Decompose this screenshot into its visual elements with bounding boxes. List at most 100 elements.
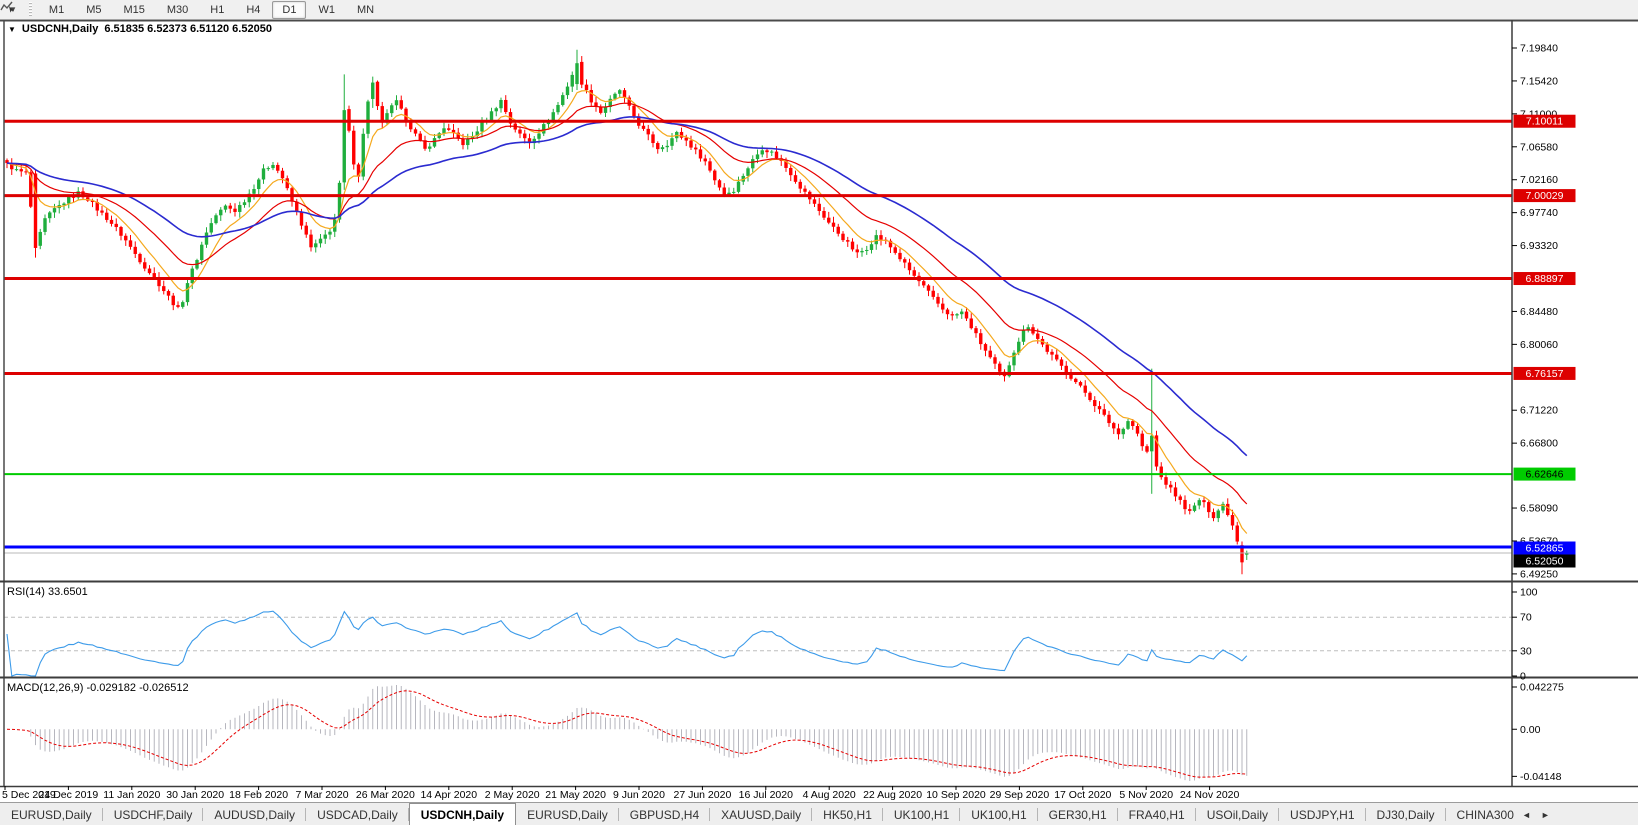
candle-body	[428, 146, 432, 149]
candle-body	[1140, 433, 1144, 447]
candle-body	[765, 150, 769, 153]
date-label: 4 Aug 2020	[803, 789, 856, 801]
chart-tab-UK100-H1[interactable]: UK100,H1	[883, 803, 961, 825]
candle-body	[447, 128, 451, 130]
candle-body	[352, 130, 356, 165]
candle-body	[599, 106, 603, 113]
candle-body	[703, 158, 707, 162]
candle-body	[936, 296, 940, 304]
chart-tab-CHINA300-H1[interactable]: CHINA300,H1	[1446, 803, 1515, 825]
timeframe-button-H4[interactable]: H4	[246, 3, 261, 16]
candle-body	[43, 218, 47, 232]
chart-tab-EURUSD-Daily[interactable]: EURUSD,Daily	[0, 803, 103, 825]
timeframe-button-M5[interactable]: M5	[86, 3, 102, 16]
chart-tab-AUDUSD-Daily[interactable]: AUDUSD,Daily	[203, 803, 306, 825]
candle-body	[356, 164, 361, 177]
candle-body	[855, 249, 859, 253]
tab-scroll-left-icon[interactable]: ◄	[1522, 809, 1531, 820]
candle-body	[798, 181, 802, 189]
candle-body	[1093, 400, 1097, 407]
symbol-dropdown-icon[interactable]: ▼	[8, 24, 16, 34]
candle-body	[1074, 378, 1078, 383]
chart-tab-HK50-H1[interactable]: HK50,H1	[812, 803, 883, 825]
timeframe-button-M30[interactable]: M30	[166, 3, 189, 16]
timeframe-button-MN[interactable]: MN	[356, 3, 375, 16]
chart-tab-GBPUSD-H4[interactable]: GBPUSD,H4	[619, 803, 711, 825]
price-tick-label: 7.19840	[1520, 43, 1558, 55]
candle-body	[318, 238, 323, 244]
chart-tabs: EURUSD,Daily USDCHF,Daily AUDUSD,Daily USDC…	[0, 803, 1515, 825]
price-tick-label: 7.02160	[1520, 174, 1558, 186]
chart-tab-DJ30-Daily[interactable]: DJ30,Daily	[1366, 803, 1446, 825]
chart-tabs-bar: EURUSD,Daily USDCHF,Daily AUDUSD,Daily USDC…	[0, 802, 1638, 825]
timeframe-button-M15[interactable]: M15	[123, 3, 145, 16]
macd-tick-label: -0.04148	[1520, 771, 1562, 783]
chart-tab-EURUSD-Daily[interactable]: EURUSD,Daily	[516, 803, 619, 825]
chart-tab-USDCHF-Daily[interactable]: USDCHF,Daily	[103, 803, 204, 825]
date-label: 29 Sep 2020	[990, 789, 1050, 801]
candle-body	[922, 281, 926, 286]
candle-body	[1221, 503, 1225, 511]
candle-body	[1078, 382, 1083, 386]
date-label: 11 Jan 2020	[103, 789, 160, 801]
candle-body	[979, 333, 983, 345]
candle-body	[200, 244, 204, 261]
candle-body	[52, 208, 57, 213]
timeframe-button-H1[interactable]: H1	[210, 3, 225, 16]
candle-body	[1202, 500, 1206, 503]
chart-tab-XAUUSD-Daily[interactable]: XAUUSD,Daily	[710, 803, 813, 825]
candle-body	[603, 106, 608, 113]
candle-body	[1226, 503, 1230, 516]
candle-body	[836, 226, 840, 234]
candle-body	[527, 138, 532, 144]
candle-body	[1159, 466, 1163, 478]
candle-body	[694, 147, 698, 150]
candle-body	[385, 113, 389, 123]
rsi-tick-label: 30	[1520, 645, 1532, 657]
candle-body	[1121, 428, 1125, 435]
candle-body	[993, 357, 997, 364]
candle-body	[960, 311, 964, 315]
price-level-badge-text: 7.10011	[1526, 116, 1563, 128]
candle-body	[19, 169, 23, 172]
candle-body	[1169, 484, 1173, 488]
candle-body	[1211, 512, 1216, 519]
cursor-tool-button[interactable]: ▼	[0, 1, 21, 15]
candle-body	[594, 102, 598, 107]
price-chart-canvas[interactable]: 7.198407.154207.110007.065807.021606.977…	[0, 19, 1638, 802]
chart-tab-FRA40-H1[interactable]: FRA40,H1	[1118, 803, 1196, 825]
candle-body	[565, 86, 570, 96]
candle-body	[584, 84, 589, 91]
candle-body	[660, 147, 665, 150]
timeframe-button-D1[interactable]: D1	[272, 0, 307, 19]
candle-body	[304, 225, 308, 235]
candle-body	[100, 210, 104, 213]
chart-tab-GER30-H1[interactable]: GER30,H1	[1038, 803, 1118, 825]
chart-tab-USDCAD-Daily[interactable]: USDCAD,Daily	[306, 803, 409, 825]
price-level-badge-text: 6.76157	[1526, 368, 1564, 380]
candle-body	[665, 145, 669, 148]
candle-body	[442, 128, 446, 134]
date-label: 26 Mar 2020	[356, 789, 415, 801]
candle-body	[204, 232, 209, 245]
candle-body	[784, 160, 788, 168]
chart-tab-USDJPY-H1[interactable]: USDJPY,H1	[1279, 803, 1367, 825]
candle-body	[732, 191, 736, 193]
candle-body	[214, 215, 218, 224]
timeframe-button-M1[interactable]: M1	[48, 3, 65, 16]
chart-tab-USOil-Daily[interactable]: USOil,Daily	[1196, 803, 1280, 825]
candle-body	[143, 262, 147, 269]
candle-body	[1145, 446, 1149, 452]
candle-body	[1192, 505, 1197, 511]
chart-tab-USDCNH-Daily[interactable]: USDCNH,Daily	[408, 803, 517, 825]
candle-body	[328, 231, 332, 235]
timeframe-button-W1[interactable]: W1	[318, 3, 335, 16]
candle-body	[532, 138, 536, 144]
chart-tab-UK100-H1[interactable]: UK100,H1	[960, 803, 1039, 825]
tab-scroll-right-icon[interactable]: ►	[1540, 809, 1550, 820]
candle-body	[850, 241, 855, 250]
candle-body	[774, 151, 779, 159]
cursor-dropdown-icon[interactable]: ▼	[9, 5, 17, 14]
candle-body	[1083, 385, 1087, 393]
